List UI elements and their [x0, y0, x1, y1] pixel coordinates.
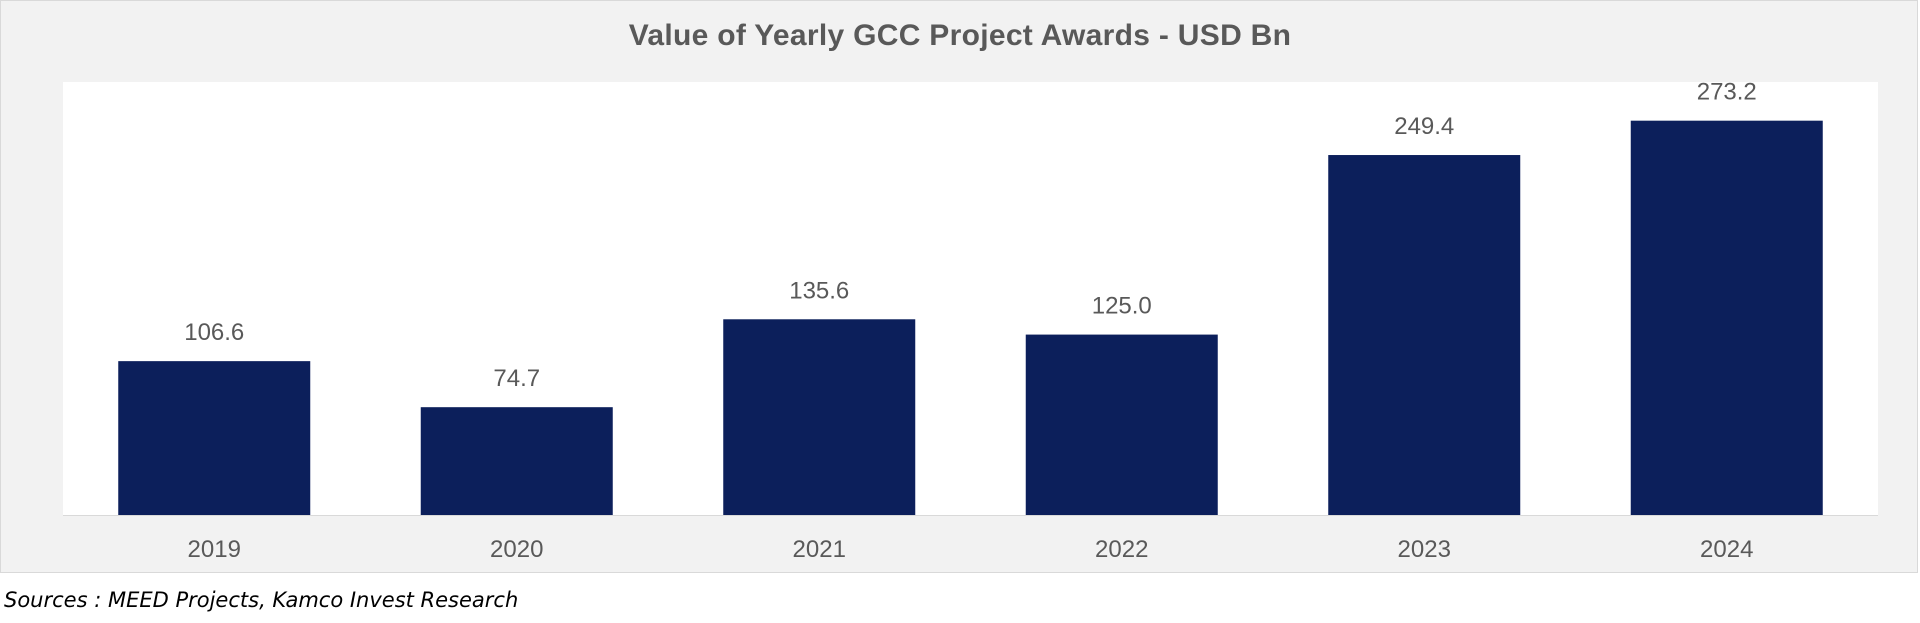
bar-2021: [723, 319, 916, 515]
x-tick-label-2023: 2023: [1398, 536, 1451, 563]
x-tick-label-2021: 2021: [793, 536, 846, 563]
data-label-2020: 74.7: [493, 365, 540, 392]
data-label-2021: 135.6: [789, 277, 849, 304]
data-label-2022: 125.0: [1092, 293, 1152, 320]
bar-2023: [1328, 155, 1521, 516]
x-tick-label-2019: 2019: [188, 536, 241, 563]
bar-chart: 106.6 2019 74.7 2020 135.6 2021 125.0 2022 249.4…: [63, 79, 1878, 563]
chart-title: Value of Yearly GCC Project Awards - USD…: [628, 19, 1292, 52]
bar-2024: [1630, 120, 1823, 515]
data-label-2024: 273.2: [1697, 79, 1757, 106]
data-label-2019: 106.6: [184, 319, 244, 346]
x-tick-label-2022: 2022: [1095, 536, 1148, 563]
bar-2022: [1025, 334, 1218, 515]
x-tick-label-2024: 2024: [1700, 536, 1753, 563]
plot-area: [63, 82, 1878, 515]
data-label-2023: 249.4: [1394, 113, 1454, 140]
bar-2019: [118, 361, 311, 515]
x-tick-label-2020: 2020: [490, 536, 543, 563]
source-note: Sources : MEED Projects, Kamco Invest Re…: [4, 588, 519, 612]
bar-2020: [420, 407, 613, 515]
